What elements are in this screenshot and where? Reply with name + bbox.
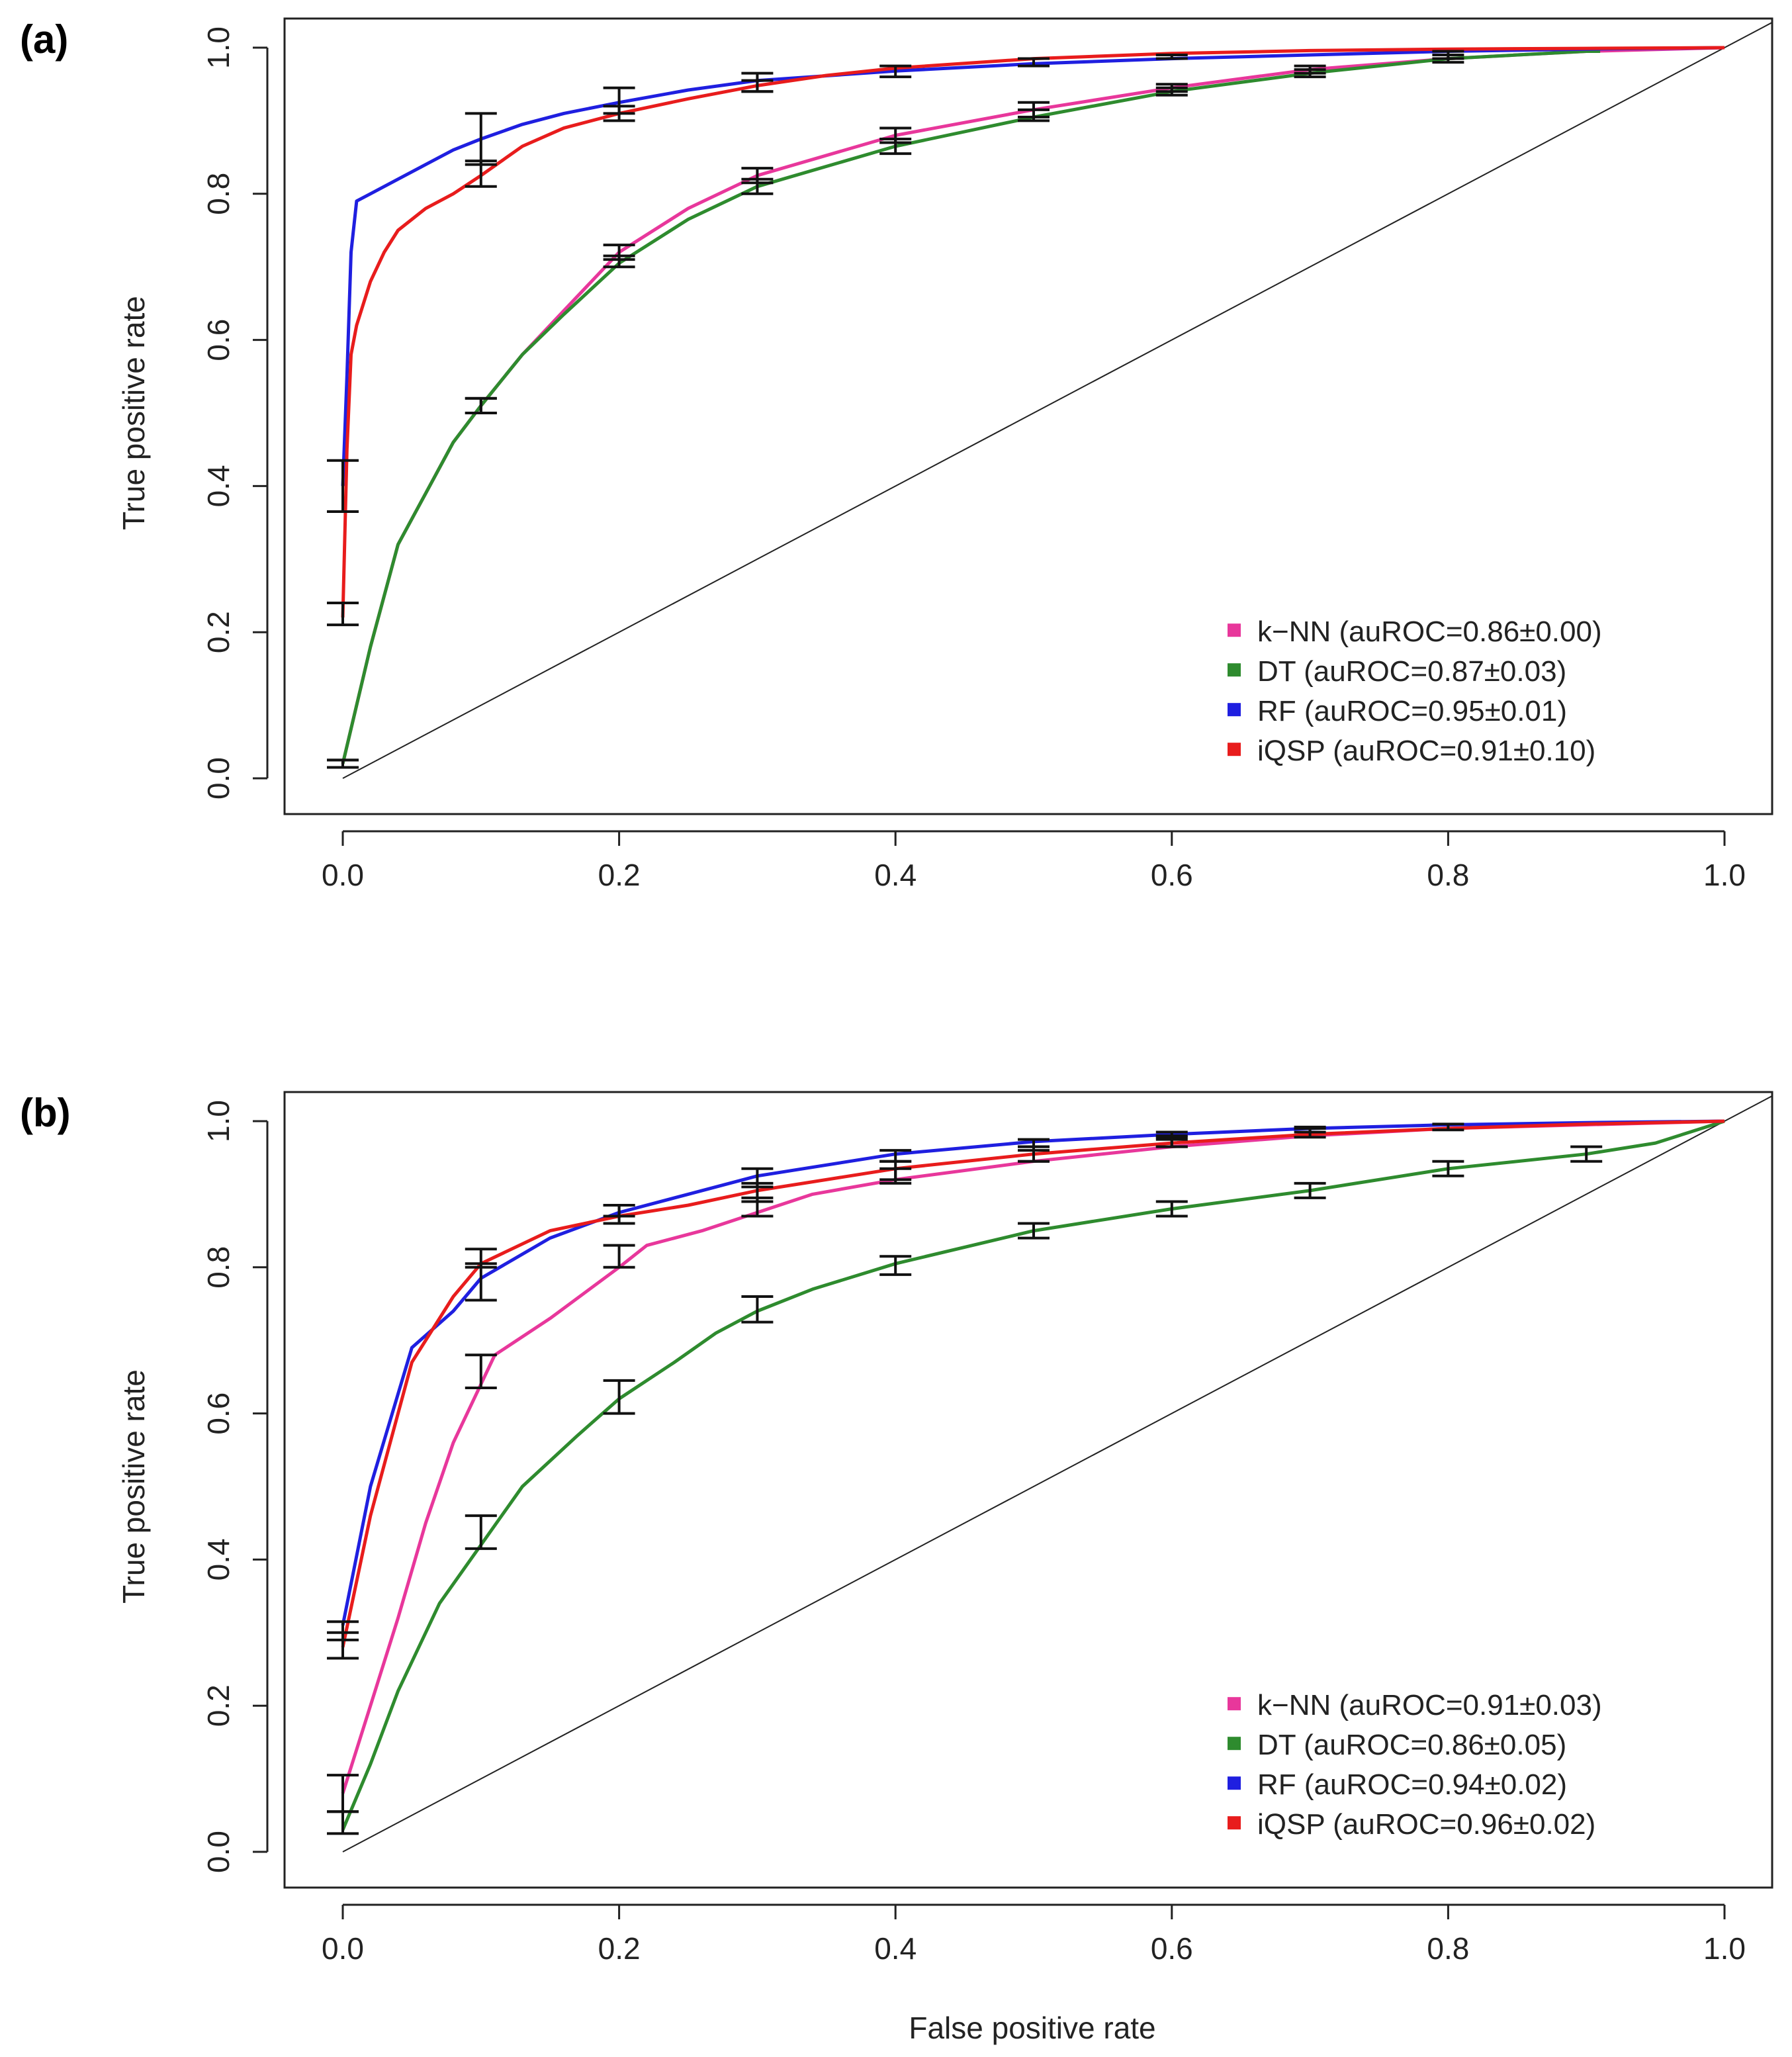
panel-b-errorbar-dt <box>1570 1145 1603 1163</box>
panel-b-legend-label-dt: DT (auROC=0.86±0.05) <box>1257 1729 1566 1761</box>
panel-a-x-tick-label: 0.0 <box>322 858 364 892</box>
panel-b-series-iqsp <box>341 1119 1725 1648</box>
panel-a-legend-swatch-iqsp <box>1228 743 1241 756</box>
panel-b-legend-swatch-dt <box>1228 1737 1241 1751</box>
panel-a-legend-swatch-dt <box>1228 663 1241 677</box>
panel-b-y-tick-label: 0.2 <box>201 1684 236 1727</box>
panel-b-errorbar-iqsp <box>327 1631 359 1660</box>
panel-b-errorbar-dt <box>879 1255 912 1276</box>
panel-b-errorbar-dt <box>327 1810 359 1835</box>
panel-b-y-tick-label: 0.0 <box>201 1831 236 1873</box>
panel-b-y-tick-label: 0.6 <box>201 1393 236 1435</box>
panel-b-plot-frame <box>283 1091 1773 1889</box>
panel-b-legend: k−NN (auROC=0.91±0.03) DT (auROC=0.86±0.0… <box>1228 1689 1602 1841</box>
panel-a-errorbar-dt <box>1155 86 1188 97</box>
x-axis-title: False positive rate <box>909 2011 1155 2045</box>
panel-b-diagonal-line <box>342 1095 1773 1852</box>
panel-b-errorbar-iqsp <box>1018 1145 1050 1163</box>
panel-b-errorbar-k-nn <box>603 1244 635 1269</box>
panel-b-x-tick-label: 0.4 <box>874 1931 917 1966</box>
panel-b-errorbar-dt <box>1155 1200 1188 1218</box>
panel-a-label: (a) <box>20 17 68 62</box>
panel-a-y-tick-label: 0.8 <box>201 173 236 215</box>
panel-b-y-tick-label: 1.0 <box>201 1100 236 1142</box>
panel-b-series-dt <box>341 1119 1725 1831</box>
panel-b-legend-swatch-iqsp <box>1228 1816 1241 1830</box>
panel-b-x-tick-label: 0.0 <box>322 1931 364 1966</box>
panel-b-x-tick-label: 0.8 <box>1427 1931 1469 1966</box>
panel-b-y-tick-label: 0.8 <box>201 1246 236 1289</box>
panel-a-errorbar-iqsp <box>603 105 635 122</box>
panel-b-errorbar-rf <box>465 1262 497 1302</box>
panel-a-x-tick-label: 1.0 <box>1703 858 1746 892</box>
panel-a-errorbar-dt <box>879 138 912 156</box>
panel-b-legend-swatch-k-nn <box>1228 1697 1241 1711</box>
panel-a-y-tick-label: 0.2 <box>201 611 236 653</box>
panel-b-errorbar-iqsp <box>1432 1122 1464 1132</box>
panel-a-series-rf <box>341 46 1725 486</box>
panel-b-legend-label-iqsp: iQSP (auROC=0.96±0.02) <box>1257 1808 1595 1841</box>
panel-b-errorbar-dt <box>1432 1160 1464 1177</box>
panel-a-legend-label-iqsp: iQSP (auROC=0.91±0.10) <box>1257 735 1595 767</box>
panel-a-errorbar-iqsp <box>741 79 774 93</box>
panel-b-y-tick-label: 0.4 <box>201 1538 236 1580</box>
panel-a-x-tick-label: 0.8 <box>1427 858 1469 892</box>
panel-b-y-axis-title: True positive rate <box>116 1369 151 1604</box>
panel-b-errorbar-dt <box>603 1379 635 1415</box>
panel-a-errorbar-dt <box>1294 68 1326 79</box>
panel-a-plot-frame <box>283 17 1773 815</box>
panel-a-y-axis-title: True positive rate <box>116 296 151 530</box>
panel-a-errorbar-iqsp <box>465 160 497 188</box>
panel-b: (b) 0.0 0.2 0.4 0.6 0.8 1.0 0.0 0.2 0.4 0.6 0.8 1.0 T… <box>20 1091 1773 1966</box>
panel-b-legend-swatch-rf <box>1228 1776 1241 1790</box>
panel-a-series-iqsp <box>341 46 1725 618</box>
panel-a-errorbar-dt <box>603 254 635 269</box>
panel-a-errorbar-dt <box>465 396 497 414</box>
panel-b-legend-label-rf: RF (auROC=0.94±0.02) <box>1257 1768 1567 1801</box>
panel-b-x-tick-label: 0.6 <box>1151 1931 1193 1966</box>
panel-a-legend-swatch-k-nn <box>1228 623 1241 637</box>
panel-b-errorbar-iqsp <box>1155 1134 1188 1148</box>
panel-b-errorbar-k-nn <box>465 1353 497 1389</box>
panel-a-errorbar-rf <box>1155 54 1188 60</box>
panel-a-y-tick-label: 0.4 <box>201 465 236 507</box>
panel-a-errorbar-dt <box>741 177 774 195</box>
panel-b-errorbar-iqsp <box>1294 1127 1326 1139</box>
panel-a-diagonal-line <box>342 22 1773 779</box>
panel-a-x-tick-label: 0.4 <box>874 858 917 892</box>
panel-b-errorbar-dt <box>465 1514 497 1550</box>
panel-b-errorbar-iqsp <box>465 1248 497 1269</box>
panel-b-errorbar-dt <box>741 1295 774 1324</box>
panel-a-errorbar-rf <box>327 459 359 514</box>
panel-a-errorbar-rf <box>465 112 497 166</box>
panel-a-x-tick-label: 0.2 <box>598 858 641 892</box>
panel-b-errorbar-dt <box>1018 1222 1050 1240</box>
panel-a: (a) 0.0 0.2 0.4 0.6 0.8 1.0 0.0 0.2 0.4 0.6 0.8 1.0 T… <box>20 17 1773 892</box>
panel-a-legend-label-dt: DT (auROC=0.87±0.03) <box>1257 655 1566 688</box>
panel-a-legend: k−NN (auROC=0.86±0.00) DT (auROC=0.87±0.0… <box>1228 616 1602 767</box>
panel-b-x-tick-label: 0.2 <box>598 1931 641 1966</box>
panel-b-errorbar-iqsp <box>879 1160 912 1181</box>
panel-b-errorbar-iqsp <box>741 1181 774 1203</box>
panel-a-x-tick-label: 0.6 <box>1151 858 1193 892</box>
panel-b-series-rf <box>341 1119 1725 1626</box>
panel-a-errorbar-dt <box>1432 54 1464 64</box>
panel-a-errorbar-rf <box>879 64 912 79</box>
panel-a-y-tick-label: 1.0 <box>201 26 236 69</box>
panel-a-errorbar-rf <box>1018 57 1050 68</box>
panel-a-y-tick-label: 0.6 <box>201 319 236 361</box>
panel-a-legend-swatch-rf <box>1228 703 1241 717</box>
panel-b-x-tick-label: 1.0 <box>1703 1931 1746 1966</box>
panel-b-legend-label-k-nn: k−NN (auROC=0.91±0.03) <box>1257 1689 1602 1721</box>
panel-b-label: (b) <box>20 1091 71 1135</box>
panel-a-errorbar-dt <box>1018 108 1050 122</box>
panel-b-errorbar-iqsp <box>603 1203 635 1225</box>
panel-a-errorbar-dt <box>327 758 359 769</box>
panel-a-legend-label-rf: RF (auROC=0.95±0.01) <box>1257 695 1567 727</box>
panel-a-y-tick-label: 0.0 <box>201 757 236 800</box>
panel-b-errorbar-dt <box>1294 1181 1326 1199</box>
panel-a-errorbar-iqsp <box>327 602 359 627</box>
panel-a-legend-label-k-nn: k−NN (auROC=0.86±0.00) <box>1257 616 1602 648</box>
